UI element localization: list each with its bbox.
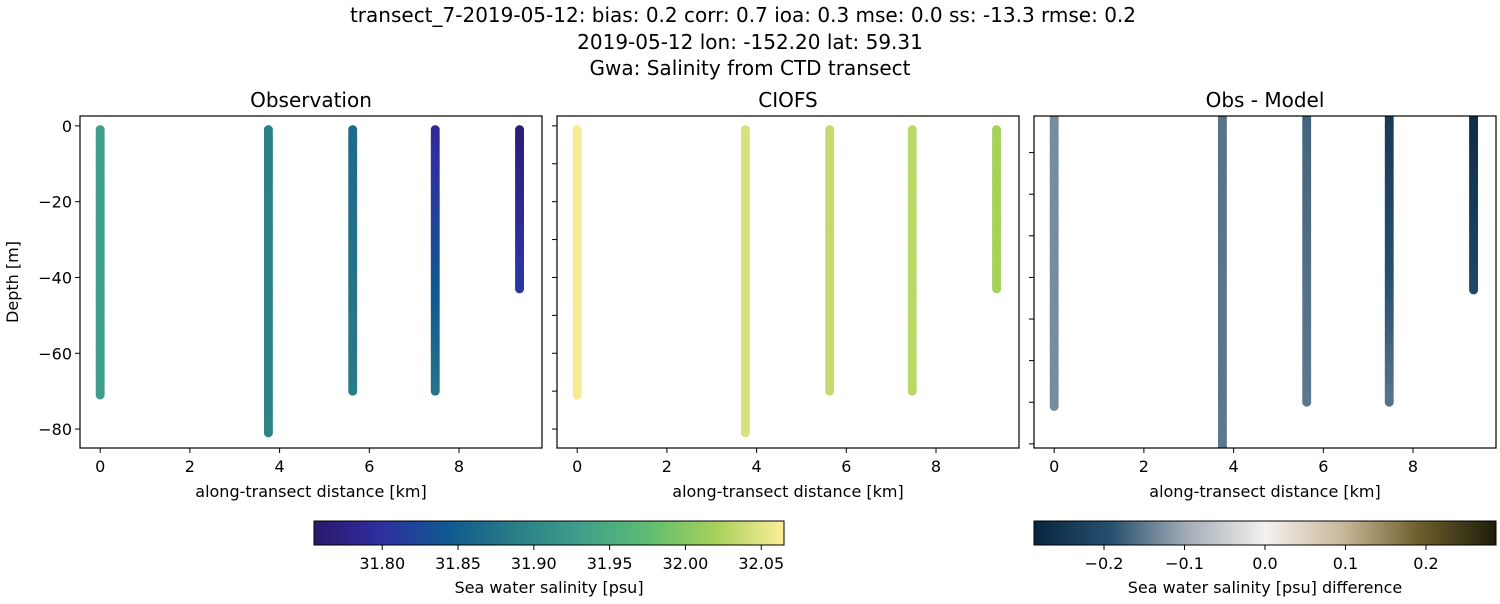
panel-2: CIOFS 0 2 4 6 8 along-transect distance [km]	[552, 88, 1020, 501]
data-point	[1218, 452, 1227, 461]
data-point	[1302, 397, 1312, 407]
profile-3	[1302, 116, 1312, 407]
data-point	[1218, 456, 1227, 465]
axes-frame	[1033, 115, 1497, 449]
data-point	[515, 284, 525, 294]
data-point	[1218, 450, 1227, 459]
scatter-points	[95, 125, 525, 438]
data-point	[95, 390, 105, 400]
x-tick-label: 0	[1049, 457, 1059, 476]
colorbar-label: Sea water salinity [psu] difference	[1128, 578, 1403, 597]
x-axis-label: along-transect distance [km]	[195, 482, 426, 501]
data-point	[572, 390, 582, 400]
colorbar-tick-label: 0.2	[1413, 554, 1438, 573]
y-tick-label: 0	[62, 117, 72, 136]
data-point	[430, 386, 440, 396]
colorbar-tick-label: −0.2	[1085, 554, 1124, 573]
figure-title-line-3: Gwa: Salinity from CTD transect	[590, 56, 911, 80]
panel-3: Obs - Model 0 2 4 6 8 along-transect distance …	[1029, 88, 1497, 501]
profile-5	[992, 125, 1002, 294]
profile-1	[1049, 116, 1059, 411]
x-tick-label: 8	[931, 457, 941, 476]
y-tick-label: −80	[38, 420, 72, 439]
x-tick-label: 6	[364, 457, 374, 476]
panel-title: Obs - Model	[1206, 88, 1325, 112]
data-point	[1218, 454, 1227, 463]
profile-4	[430, 125, 440, 396]
x-tick-label: 2	[185, 457, 195, 476]
profile-1	[95, 125, 105, 400]
panel-title: Observation	[250, 88, 372, 112]
profile-1	[572, 125, 582, 400]
x-tick-label: 2	[1139, 457, 1149, 476]
colorbar-tick-label: 31.90	[511, 554, 557, 573]
scatter-points	[572, 125, 1002, 438]
colorbar-label: Sea water salinity [psu]	[454, 578, 643, 597]
x-tick-label: 8	[1408, 457, 1418, 476]
colorbar-2: −0.2 −0.1 0.0 0.1 0.2 Sea water salinity [psu…	[1033, 520, 1497, 597]
y-tick-label: −20	[38, 193, 72, 212]
data-point	[1384, 397, 1394, 407]
data-point	[1469, 285, 1479, 295]
colorbar-tick-label: 31.85	[435, 554, 481, 573]
data-point	[740, 428, 750, 438]
profile-4	[907, 125, 917, 396]
y-axis-label: Depth [m]	[3, 241, 22, 323]
profile-5	[515, 125, 525, 294]
y-tick-label: −60	[38, 344, 72, 363]
panel-1: Observation 0 2 4 6 8 0 −20 −40 −60 −80 along-trans…	[3, 88, 543, 501]
profile-4	[1384, 116, 1394, 407]
colorbar-gradient	[1033, 520, 1497, 546]
x-tick-label: 4	[1229, 457, 1239, 476]
panel-title: CIOFS	[758, 88, 817, 112]
data-point	[992, 284, 1002, 294]
colorbar-tick-label: 31.80	[359, 554, 405, 573]
x-tick-label: 8	[454, 457, 464, 476]
colorbar-tick-label: 32.00	[663, 554, 709, 573]
data-point	[263, 428, 273, 438]
colorbar-tick-label: 31.95	[587, 554, 633, 573]
axes-frame	[79, 115, 543, 449]
x-axis-label: along-transect distance [km]	[672, 482, 903, 501]
profile-3	[348, 125, 358, 396]
axes-frame	[556, 115, 1020, 449]
x-tick-label: 0	[95, 457, 105, 476]
figure-title-line-1: transect_7-2019-05-12: bias: 0.2 corr: 0…	[350, 3, 1136, 27]
profile-3	[825, 125, 835, 396]
profile-2	[263, 125, 273, 438]
data-point	[825, 386, 835, 396]
colorbar-1: 31.80 31.85 31.90 31.95 32.00 32.05 Sea water …	[313, 520, 785, 597]
data-point	[1220, 447, 1225, 448]
x-axis-label: along-transect distance [km]	[1149, 482, 1380, 501]
scatter-points	[1049, 116, 1479, 465]
data-point	[348, 386, 358, 396]
y-tick-label: −40	[38, 268, 72, 287]
colorbar-gradient	[313, 520, 785, 546]
x-tick-label: 6	[1318, 457, 1328, 476]
data-point	[907, 386, 917, 396]
colorbar-tick-label: 32.05	[738, 554, 784, 573]
colorbar-tick-label: 0.0	[1252, 554, 1277, 573]
x-tick-label: 2	[662, 457, 672, 476]
x-tick-label: 4	[752, 457, 762, 476]
profile-5	[1469, 116, 1479, 295]
data-point	[1218, 445, 1227, 448]
x-tick-label: 4	[275, 457, 285, 476]
colorbar-tick-label: 0.1	[1333, 554, 1358, 573]
profile-2	[740, 125, 750, 438]
profile-2	[1217, 116, 1227, 465]
x-tick-label: 6	[841, 457, 851, 476]
colorbar-tick-label: −0.1	[1165, 554, 1204, 573]
data-point	[1049, 401, 1059, 411]
x-tick-label: 0	[572, 457, 582, 476]
figure-title-line-2: 2019-05-12 lon: -152.20 lat: 59.31	[577, 30, 923, 54]
